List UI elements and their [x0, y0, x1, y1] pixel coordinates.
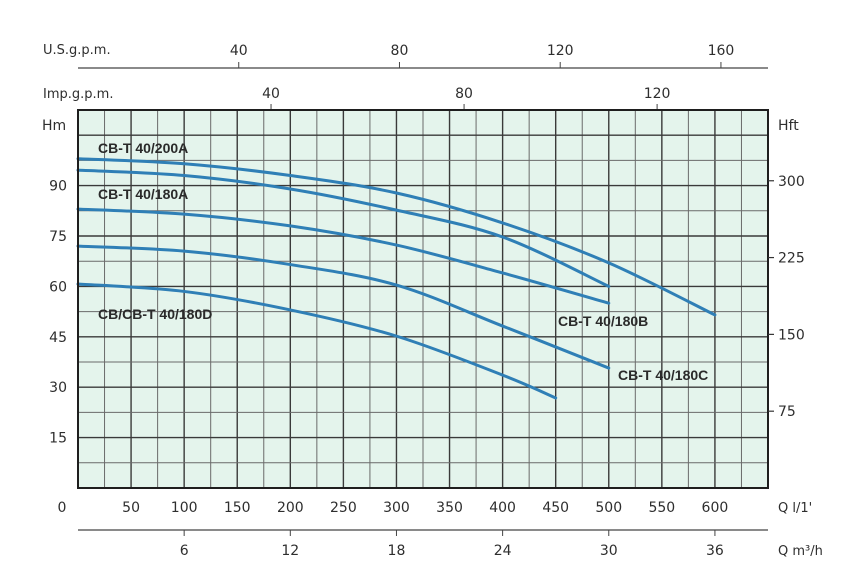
y-right-tick-label: 150: [778, 327, 805, 343]
grid-lines: [78, 110, 768, 488]
top-flow-axes: U.S.g.p.m. 40 80 120 160 Imp.g.p.m. 40 80 120: [43, 43, 768, 110]
x-tick-label: 450: [542, 500, 569, 516]
y-tick-label: 60: [49, 279, 67, 295]
x-tick-label: 550: [648, 500, 675, 516]
y-tick-label: 45: [49, 330, 67, 346]
m3h-tick-label: 18: [388, 543, 406, 559]
series-labels: CB-T 40/200A CB-T 40/180A CB-T 40/180B CB-T…: [98, 140, 708, 383]
m3h-tick-label: 24: [494, 543, 512, 559]
y-axis-meters: Hm 15 30 45 60 75 90: [42, 118, 67, 447]
x-axis-title-m3h: Q m³/h: [778, 544, 823, 559]
usgpm-tick-label: 120: [547, 43, 574, 59]
x-tick-label: 100: [171, 500, 198, 516]
curve-cb-t-40-200a: [76, 157, 717, 317]
impgpm-tick-label: 120: [644, 86, 671, 102]
series-label-cb-cb-t-40-180d: CB/CB-T 40/180D: [98, 306, 212, 322]
pump-curves: [76, 157, 717, 400]
series-label-cb-t-40-180c: CB-T 40/180C: [618, 367, 708, 383]
impgpm-tick-label: 40: [262, 86, 280, 102]
usgpm-tick-label: 160: [708, 43, 735, 59]
impgpm-tick-label: 80: [455, 86, 473, 102]
x-tick-label: 250: [330, 500, 357, 516]
y-axis-title-hm: Hm: [42, 118, 66, 134]
y-right-tick-label: 300: [778, 174, 805, 190]
m3h-tick-label: 36: [706, 543, 724, 559]
plot-frame: [77, 109, 769, 489]
m3h-tick-label: 30: [600, 543, 618, 559]
y-axis-feet: Hft 75 150 225 300: [768, 118, 805, 420]
y-tick-label: 15: [49, 431, 67, 447]
curve-cb-t-40-180c: [76, 244, 611, 370]
x-tick-label: 200: [277, 500, 304, 516]
x-tick-label: 400: [489, 500, 516, 516]
m3h-tick-label: 12: [281, 543, 299, 559]
series-label-cb-t-40-200a: CB-T 40/200A: [98, 140, 188, 156]
curve-cb-t-40-180a: [76, 168, 611, 288]
usgpm-axis-title: U.S.g.p.m.: [43, 43, 111, 58]
x-tick-label: 350: [436, 500, 463, 516]
m3h-tick-label: 6: [180, 543, 189, 559]
y-axis-title-hft: Hft: [778, 118, 799, 134]
y-tick-label: 75: [49, 229, 67, 245]
x-tick-label: 150: [224, 500, 251, 516]
impgpm-axis-title: Imp.g.p.m.: [43, 87, 113, 102]
curve-cb-t-40-180b: [76, 207, 611, 305]
series-label-cb-t-40-180b: CB-T 40/180B: [558, 313, 648, 329]
bottom-flow-axes: 0 50 100 150 200 250 300 350 400 450 500 550 600 Q l/…: [58, 500, 823, 559]
y-tick-label: 90: [49, 179, 67, 195]
x-tick-label: 300: [383, 500, 410, 516]
x-axis-title-lmin: Q l/1': [778, 501, 812, 516]
y-right-tick-label: 75: [778, 404, 796, 420]
usgpm-tick-label: 40: [230, 43, 248, 59]
usgpm-tick-label: 80: [391, 43, 409, 59]
x-tick-label: 50: [122, 500, 140, 516]
curve-cb-cb-t-40-180d: [76, 282, 558, 400]
series-label-cb-t-40-180a: CB-T 40/180A: [98, 186, 188, 202]
y-right-tick-label: 225: [778, 251, 805, 267]
y-tick-label: 30: [49, 380, 67, 396]
x-tick-label: 500: [595, 500, 622, 516]
x-tick-label: 600: [702, 500, 729, 516]
origin-label: 0: [58, 500, 67, 516]
